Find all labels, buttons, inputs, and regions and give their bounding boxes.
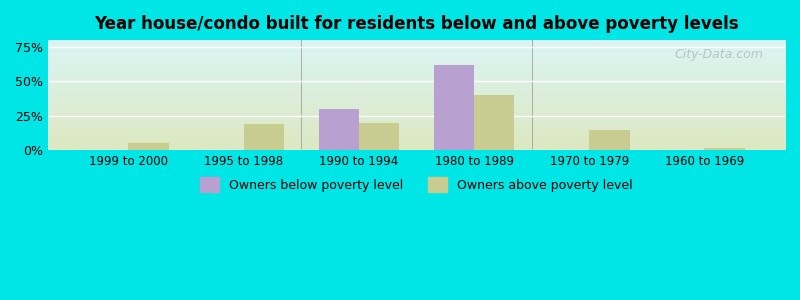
Bar [589,130,630,150]
Bar [129,143,169,150]
Title: Year house/condo built for residents below and above poverty levels: Year house/condo built for residents bel… [94,15,738,33]
Bar [318,109,359,150]
Legend: Owners below poverty level, Owners above poverty level: Owners below poverty level, Owners above… [195,172,638,197]
Bar [704,148,745,150]
Bar [359,123,399,150]
Text: City-Data.com: City-Data.com [674,48,763,61]
Bar [244,124,284,150]
Bar [474,95,514,150]
Bar [434,65,474,150]
